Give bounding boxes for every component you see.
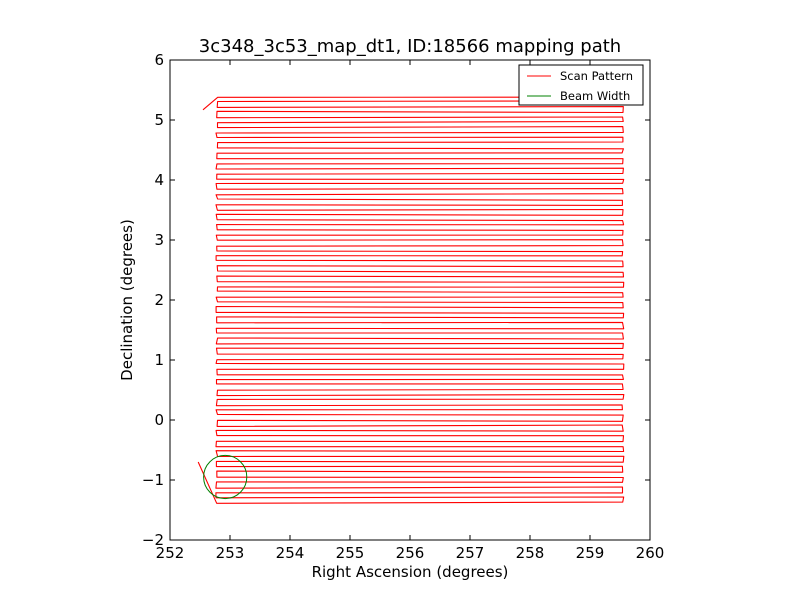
beam-width-circle [203,454,248,500]
y-tick-label: 3 [154,231,164,249]
scan-pattern-line [197,96,625,504]
x-tick-label: 254 [276,544,305,562]
axis-ticks: 252 253 254 255 256 257 258 259 260 −2 −1 0 1 2 3 4 5 6 [142,51,664,562]
chart-title: 3c348_3c53_map_dt1, ID:18566 mapping pat… [199,36,621,57]
y-tick-label: 5 [154,111,164,129]
x-tick-label: 255 [336,544,365,562]
y-tick-label: −2 [142,531,164,549]
scan-pattern-series [197,96,625,504]
legend-box [518,64,644,106]
y-tick-label: 6 [154,51,164,69]
legend: Scan Pattern Beam Width [518,64,644,106]
x-tick-label: 259 [576,544,605,562]
legend-label-scan-pattern: Scan Pattern [560,69,633,83]
y-axis-title: Declination (degrees) [118,219,136,381]
x-axis-title: Right Ascension (degrees) [312,563,509,581]
x-tick-label: 258 [516,544,545,562]
y-tick-label: 2 [154,291,164,309]
x-tick-label: 256 [396,544,425,562]
x-tick-label: 252 [156,544,185,562]
x-tick-label: 257 [456,544,485,562]
legend-label-beam-width: Beam Width [560,89,630,103]
plot-area [170,60,650,540]
beam-width-series [203,454,248,500]
y-tick-label: 1 [154,351,164,369]
y-tick-label: 0 [154,411,164,429]
x-tick-label: 253 [216,544,245,562]
y-tick-label: −1 [142,471,164,489]
x-tick-label: 260 [636,544,665,562]
y-tick-label: 4 [154,171,164,189]
